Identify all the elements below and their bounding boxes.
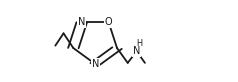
Text: N: N bbox=[133, 46, 140, 56]
Text: O: O bbox=[105, 17, 113, 27]
Text: N: N bbox=[78, 17, 85, 27]
Text: H: H bbox=[136, 39, 142, 48]
Text: N: N bbox=[92, 59, 99, 69]
